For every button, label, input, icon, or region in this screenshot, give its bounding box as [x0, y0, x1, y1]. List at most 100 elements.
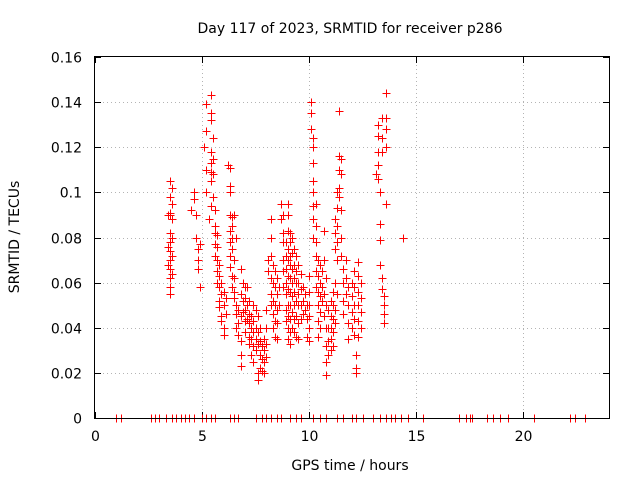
data-point [252, 335, 261, 344]
data-point [305, 272, 314, 281]
data-point [329, 288, 338, 297]
data-point [230, 294, 239, 303]
data-point [331, 245, 340, 254]
data-point [354, 272, 363, 281]
data-point [228, 213, 237, 222]
data-point [202, 127, 211, 136]
data-point [284, 272, 293, 281]
data-point [252, 306, 261, 315]
data-point [314, 272, 323, 281]
data-point [226, 238, 235, 247]
data-point [297, 270, 306, 279]
data-point [282, 290, 291, 299]
data-point [380, 319, 389, 328]
data-point [215, 272, 224, 281]
data-point [290, 245, 299, 254]
data-point [297, 285, 306, 294]
data-point [331, 279, 340, 288]
data-point [333, 188, 342, 197]
data-point [239, 308, 248, 317]
data-point [241, 328, 250, 337]
y-tick-label: 0.16 [51, 51, 82, 67]
data-point [194, 256, 203, 265]
data-point [273, 335, 282, 344]
data-point [380, 301, 389, 310]
data-point [245, 333, 254, 342]
data-point [267, 234, 276, 243]
data-point [350, 283, 359, 292]
data-point [230, 211, 239, 220]
data-point [307, 98, 316, 107]
data-point [357, 279, 366, 288]
data-point [399, 234, 408, 243]
data-point [222, 294, 231, 303]
data-point [213, 256, 222, 265]
data-point [207, 109, 216, 118]
data-point [164, 243, 173, 252]
data-point [333, 222, 342, 231]
data-point [258, 342, 267, 351]
data-point [333, 290, 342, 299]
data-point [309, 177, 318, 186]
data-point [217, 279, 226, 288]
data-point [222, 310, 231, 319]
data-point [187, 206, 196, 215]
data-point [337, 206, 346, 215]
data-point [344, 319, 353, 328]
data-point [288, 308, 297, 317]
data-point [357, 324, 366, 333]
data-point [166, 274, 175, 283]
data-point [307, 125, 316, 134]
data-point [202, 166, 211, 175]
data-point [164, 261, 173, 270]
data-point [329, 301, 338, 310]
y-tick-label: 0.06 [51, 277, 82, 293]
chart-title: Day 117 of 2023, SRMTID for receiver p28… [197, 21, 502, 37]
data-point [230, 274, 239, 283]
data-point [247, 351, 256, 360]
data-point [202, 188, 211, 197]
data-point [232, 234, 241, 243]
data-point [294, 335, 303, 344]
data-point [207, 202, 216, 211]
data-point [209, 170, 218, 179]
data-point [322, 274, 331, 283]
data-markers [112, 89, 590, 423]
data-point [335, 107, 344, 116]
data-point [337, 252, 346, 261]
data-point [335, 193, 344, 202]
data-point [314, 288, 323, 297]
data-point [237, 290, 246, 299]
data-point [301, 306, 310, 315]
data-point [314, 333, 323, 342]
data-point [220, 288, 229, 297]
data-point [348, 324, 357, 333]
data-point [372, 170, 381, 179]
data-point [207, 116, 216, 125]
data-point [329, 315, 338, 324]
data-point [335, 166, 344, 175]
data-point [376, 261, 385, 270]
data-point [376, 220, 385, 229]
data-point [337, 234, 346, 243]
data-point [277, 215, 286, 224]
data-point [299, 310, 308, 319]
tick-labels: 0 5 10 15 20 0 0.02 0.04 0.06 0.08 0.1 0.12 0.14 0.16 [51, 51, 533, 446]
data-point [192, 234, 201, 243]
data-point [284, 256, 293, 265]
data-point [220, 301, 229, 310]
data-point [262, 306, 271, 315]
data-point [290, 288, 299, 297]
data-point [213, 267, 222, 276]
x-tick-label: 10 [301, 429, 319, 445]
data-point [260, 346, 269, 355]
data-point [354, 258, 363, 267]
data-point [166, 238, 175, 247]
data-point [337, 155, 346, 164]
y-tick-label: 0.08 [51, 232, 82, 248]
data-point [267, 252, 276, 261]
data-point [378, 148, 387, 157]
data-point [230, 256, 239, 265]
y-tick-label: 0.1 [60, 186, 82, 202]
data-point [354, 333, 363, 342]
